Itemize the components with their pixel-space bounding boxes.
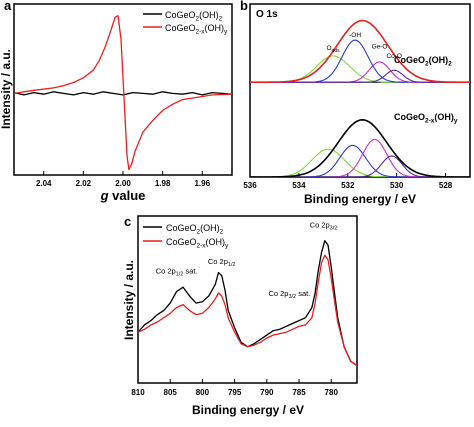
legend-a-entry-1: CoGeO2(OH)2 — [165, 10, 223, 23]
panel-b-bottom-component-Co-O — [250, 155, 470, 177]
panel-a-tick-label: 2.00 — [115, 179, 131, 188]
panel-a-xlabel: g value — [100, 188, 146, 203]
panel-b: b O 1s Binding energy / eV 536 534 532 530 5… — [240, 0, 471, 206]
annotation-co2p12-sat: Co 2p1/2 sat. — [156, 266, 198, 277]
panel-c-label: c — [124, 214, 131, 229]
panel-b-xlabel: Binding energy / eV — [304, 192, 416, 206]
panel-b-series — [250, 19, 470, 177]
panel-c-frame — [137, 215, 358, 384]
legend-c-entry-1: CoGeO2(OH)2 — [166, 223, 224, 236]
panel-a-x-ticks: 2.04 2.02 2.00 1.98 1.96 — [36, 171, 211, 188]
peak-label-co-o: Co-O — [386, 53, 402, 60]
panel-b-bottom-sample-label: CoGeO2-x(OH)y — [394, 112, 458, 125]
panel-c-x-ticks: 810 805 800 795 790 785 780 — [131, 379, 338, 397]
panel-b-bottom-component-O_ads — [250, 148, 470, 177]
panel-c-tick-label: 780 — [325, 388, 339, 397]
panel-b-bottom-component--OH — [250, 144, 470, 177]
annotation-co2p32-sat: Co 2p3/2 sat. — [268, 289, 310, 300]
panel-a-series — [14, 15, 232, 171]
panel-a-tick-label: 2.02 — [76, 179, 92, 188]
legend-c-entry-2: CoGeO2-x(OH)y — [166, 237, 229, 250]
panel-b-top-sample-label: CoGeO2(OH)2 — [394, 55, 452, 68]
panel-a-series-2 — [14, 15, 232, 171]
panel-a-series-1 — [14, 91, 232, 96]
annotation-co2p12: Co 2p1/2 — [208, 257, 236, 268]
panel-b-tick-label: 530 — [390, 181, 404, 190]
panel-c: c Intensity / a.u. Binding energy / eV 8… — [122, 214, 358, 417]
panel-a: a Intensity / a.u. g value 2.04 2.02 2.00 1… — [0, 0, 233, 203]
panel-c-legend: CoGeO2(OH)2 CoGeO2-x(OH)y — [143, 223, 229, 250]
panel-b-frame — [249, 3, 471, 178]
panel-a-tick-label: 1.96 — [194, 179, 210, 188]
panel-c-series-2 — [138, 254, 357, 367]
panel-b-top-component-Co-O — [250, 69, 470, 83]
panel-b-top-envelope — [250, 19, 470, 83]
panel-b-tick-label: 536 — [243, 181, 257, 190]
panel-a-legend: CoGeO2(OH)2 CoGeO2-x(OH)y — [143, 10, 228, 36]
panel-c-xlabel: Binding energy / eV — [192, 403, 304, 417]
panel-c-tick-label: 785 — [292, 388, 306, 397]
panel-b-tick-label: 532 — [341, 181, 355, 190]
panel-a-ylabel: Intensity / a.u. — [0, 49, 13, 129]
legend-a-entry-2: CoGeO2-x(OH)y — [165, 23, 228, 36]
panel-c-tick-label: 810 — [131, 388, 145, 397]
panel-a-xlabel-g: g — [100, 188, 109, 203]
panel-b-label: b — [240, 0, 248, 13]
panel-b-bottom-envelope — [250, 119, 470, 177]
peak-label-ge-o: Ge-O — [372, 43, 388, 50]
panel-c-series-1 — [138, 240, 357, 367]
panel-b-bottom-component-Ge-O — [250, 138, 470, 177]
panel-b-tick-label: 534 — [292, 181, 306, 190]
panel-a-tick-label: 1.98 — [155, 179, 171, 188]
panel-b-tick-label: 528 — [439, 181, 453, 190]
panel-a-label: a — [4, 0, 12, 13]
panel-c-tick-label: 800 — [196, 388, 210, 397]
panel-b-x-ticks: 536 534 532 530 528 — [243, 173, 453, 190]
panel-c-tick-label: 795 — [228, 388, 242, 397]
annotation-co2p32: Co 2p3/2 — [310, 221, 338, 232]
peak-label-o-ads: Oads — [327, 45, 341, 54]
peak-label-oh: -OH — [349, 32, 361, 39]
panel-c-series — [138, 240, 357, 367]
panel-c-tick-label: 790 — [260, 388, 274, 397]
panel-b-title: O 1s — [256, 9, 278, 20]
panel-a-xlabel-rest: value — [109, 188, 146, 203]
panel-a-tick-label: 2.04 — [36, 179, 52, 188]
panel-c-ylabel: Intensity / a.u. — [122, 260, 136, 340]
panel-c-tick-label: 805 — [164, 388, 178, 397]
